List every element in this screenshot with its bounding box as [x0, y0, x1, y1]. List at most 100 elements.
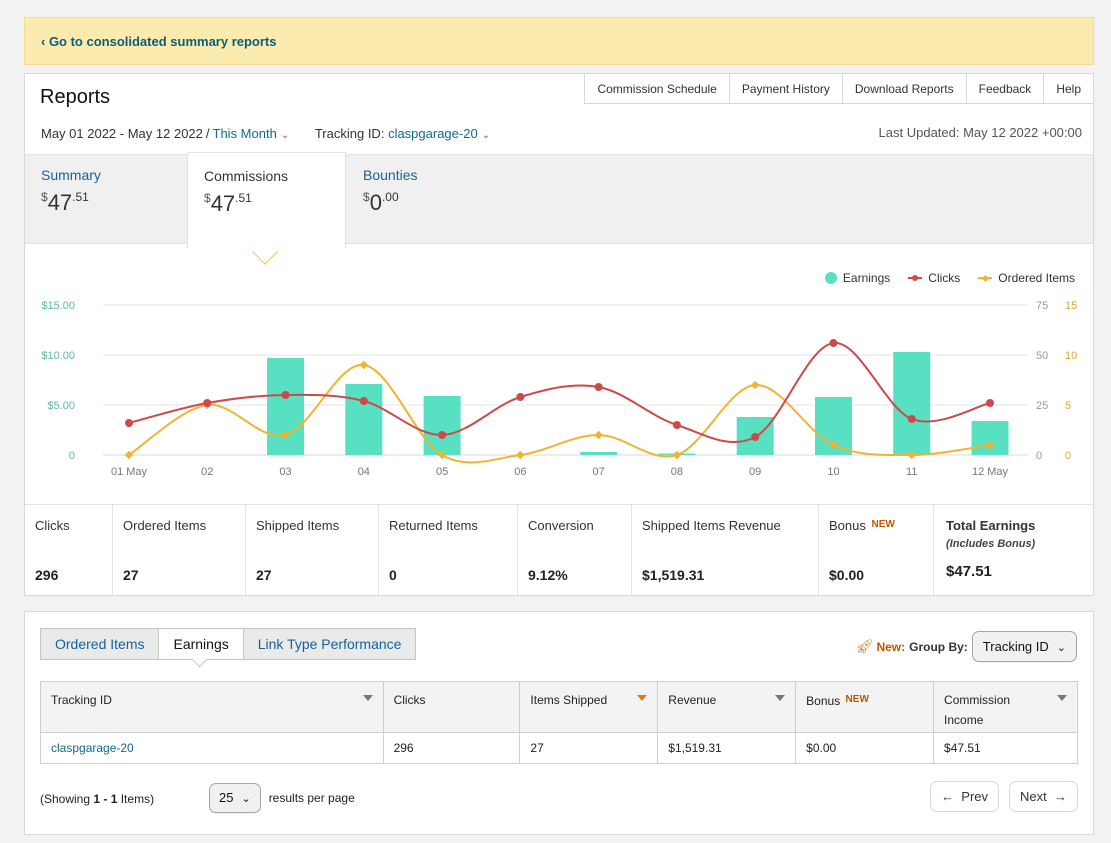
results-per-page: 25 ⌄ results per page: [209, 783, 355, 813]
x-tick-label: 03: [279, 466, 291, 478]
stat-conversion: Conversion 9.12%: [518, 505, 632, 596]
tab-summary-label: Summary: [41, 167, 101, 183]
clicks-point: [281, 391, 290, 399]
tracking-id-value[interactable]: claspgarage-20: [388, 126, 478, 141]
clicks-point: [438, 431, 447, 439]
x-tick-label: 12 May: [972, 466, 1009, 478]
legend-ordered-items[interactable]: Ordered Items: [978, 271, 1075, 285]
stat-value: 9.12%: [528, 567, 568, 583]
chart-legend: Earnings Clicks Ordered Items: [824, 271, 1075, 285]
ordered-items-point: [672, 450, 682, 460]
filter-row: May 01 2022 - May 12 2022/This Month ⌄ Tr…: [41, 126, 491, 141]
prev-label: Prev: [961, 789, 989, 804]
commission-schedule-link[interactable]: Commission Schedule: [584, 73, 730, 104]
stat-label: Clicks: [35, 518, 70, 533]
consolidated-summary-link[interactable]: ‹ Go to consolidated summary reports: [41, 34, 277, 49]
chevron-down-icon: ⌄: [280, 130, 290, 141]
legend-clicks[interactable]: Clicks: [908, 271, 960, 285]
earnings-bar: [345, 384, 383, 455]
x-tick-label: 05: [436, 466, 448, 478]
per-page-label: results per page: [268, 791, 355, 805]
clicks-line: [128, 341, 991, 444]
tab-bounties[interactable]: Bounties $0.00: [347, 155, 507, 245]
tracking-id-filter[interactable]: Tracking ID: claspgarage-20 ⌄: [315, 126, 490, 141]
x-tick-label: 04: [358, 466, 370, 478]
cell-tracking-id[interactable]: claspgarage-20: [40, 732, 384, 764]
x-tick-label: 01 May: [111, 466, 148, 478]
earnings-bar: [267, 358, 305, 455]
chevron-down-icon: ⌄: [1056, 642, 1066, 654]
stat-clicks: Clicks 296: [25, 505, 113, 596]
group-by-select[interactable]: Tracking ID ⌄: [971, 631, 1077, 662]
amount-dollars: 0: [369, 190, 382, 215]
prev-button[interactable]: ← Prev: [930, 781, 1000, 812]
col-commission-income[interactable]: Commission Income: [933, 681, 1078, 733]
new-label: New:: [876, 639, 906, 654]
y-right-clicks-tick-label: 25: [1036, 400, 1048, 412]
tab-link-type-performance[interactable]: Link Type Performance: [257, 636, 402, 652]
clicks-point: [672, 421, 681, 429]
legend-earnings[interactable]: Earnings: [824, 271, 890, 285]
sort-icon[interactable]: [362, 695, 373, 701]
clicks-swatch: [908, 273, 923, 283]
payment-history-link[interactable]: Payment History: [728, 73, 843, 104]
x-tick-label: 11: [906, 466, 917, 478]
ordered-items-point: [907, 450, 916, 460]
x-tick-label: 09: [749, 466, 761, 478]
col-tracking-id[interactable]: Tracking ID: [40, 681, 384, 733]
x-tick-label: 08: [671, 466, 683, 478]
ordered-items-swatch: [978, 273, 993, 283]
stat-shipped-revenue: Shipped Items Revenue $1,519.31: [632, 505, 819, 596]
col-revenue[interactable]: Revenue: [657, 681, 797, 733]
stat-label: Returned Items: [389, 518, 478, 533]
tab-ordered-items[interactable]: Ordered Items: [41, 629, 160, 659]
next-label: Next: [1020, 789, 1047, 804]
y-right-items-tick-label: 15: [1065, 300, 1077, 312]
help-link[interactable]: Help: [1043, 73, 1094, 104]
stat-value: 27: [123, 567, 139, 583]
chevron-down-icon: ⌄: [481, 130, 491, 141]
showing-range: 1 - 1: [93, 792, 118, 806]
y-left-tick-label: $15.00: [41, 300, 75, 312]
date-preset-dropdown[interactable]: This Month ⌄: [213, 126, 290, 141]
next-button[interactable]: Next →: [1009, 781, 1078, 812]
currency-symbol: $: [41, 190, 48, 204]
earnings-bar: [423, 396, 461, 455]
col-clicks[interactable]: Clicks: [382, 681, 521, 733]
tab-summary[interactable]: Summary $47.51: [25, 155, 187, 245]
cell-bonus: $0.00: [795, 732, 935, 764]
earnings-bar: [580, 452, 618, 455]
sort-icon[interactable]: [637, 695, 648, 701]
earnings-chart: $15.00 75 15$10.00 50 10$5.00 25 50 0 001 May 02 0…: [41, 300, 1077, 478]
legend-clicks-label: Clicks: [928, 271, 961, 285]
earnings-table: Tracking ID Clicks Items Shipped Revenue…: [40, 681, 1078, 764]
col-items-shipped[interactable]: Items Shipped: [519, 681, 659, 733]
table-header-row: Tracking ID Clicks Items Shipped Revenue…: [40, 681, 1078, 733]
stat-returned-items: Returned Items 0: [379, 505, 518, 596]
col-label: Revenue: [668, 693, 717, 707]
tab-earnings[interactable]: Earnings: [159, 629, 244, 659]
stat-label: Bonus NEW: [829, 518, 933, 533]
tracking-id-link[interactable]: claspgarage-20: [51, 741, 134, 755]
x-tick-label: 06: [514, 466, 526, 478]
currency-symbol: $: [363, 190, 370, 204]
col-bonus[interactable]: Bonus NEW: [795, 681, 935, 733]
sort-icon[interactable]: [1057, 695, 1067, 701]
y-right-items-tick-label: 5: [1065, 400, 1071, 412]
group-by-label: Group By:: [909, 639, 968, 654]
tab-commissions-label: Commissions: [204, 168, 289, 184]
tab-commissions[interactable]: Commissions $47.51: [187, 152, 346, 248]
x-tick-label: 07: [593, 466, 605, 478]
per-page-select[interactable]: 25 ⌄: [209, 783, 261, 813]
amount-cents: .51: [235, 191, 252, 205]
showing-suffix: Items): [117, 792, 155, 806]
y-left-tick-label: $10.00: [41, 350, 75, 362]
x-tick-label: 02: [201, 466, 213, 478]
download-reports-link[interactable]: Download Reports: [841, 73, 967, 104]
y-right-clicks-tick-label: 50: [1036, 350, 1048, 362]
sort-icon[interactable]: [775, 695, 786, 701]
group-by-value: Tracking ID: [982, 639, 1049, 654]
arrow-left-icon: ←: [941, 789, 955, 804]
feedback-link[interactable]: Feedback: [965, 73, 1045, 104]
arrow-right-icon: →: [1054, 789, 1067, 804]
